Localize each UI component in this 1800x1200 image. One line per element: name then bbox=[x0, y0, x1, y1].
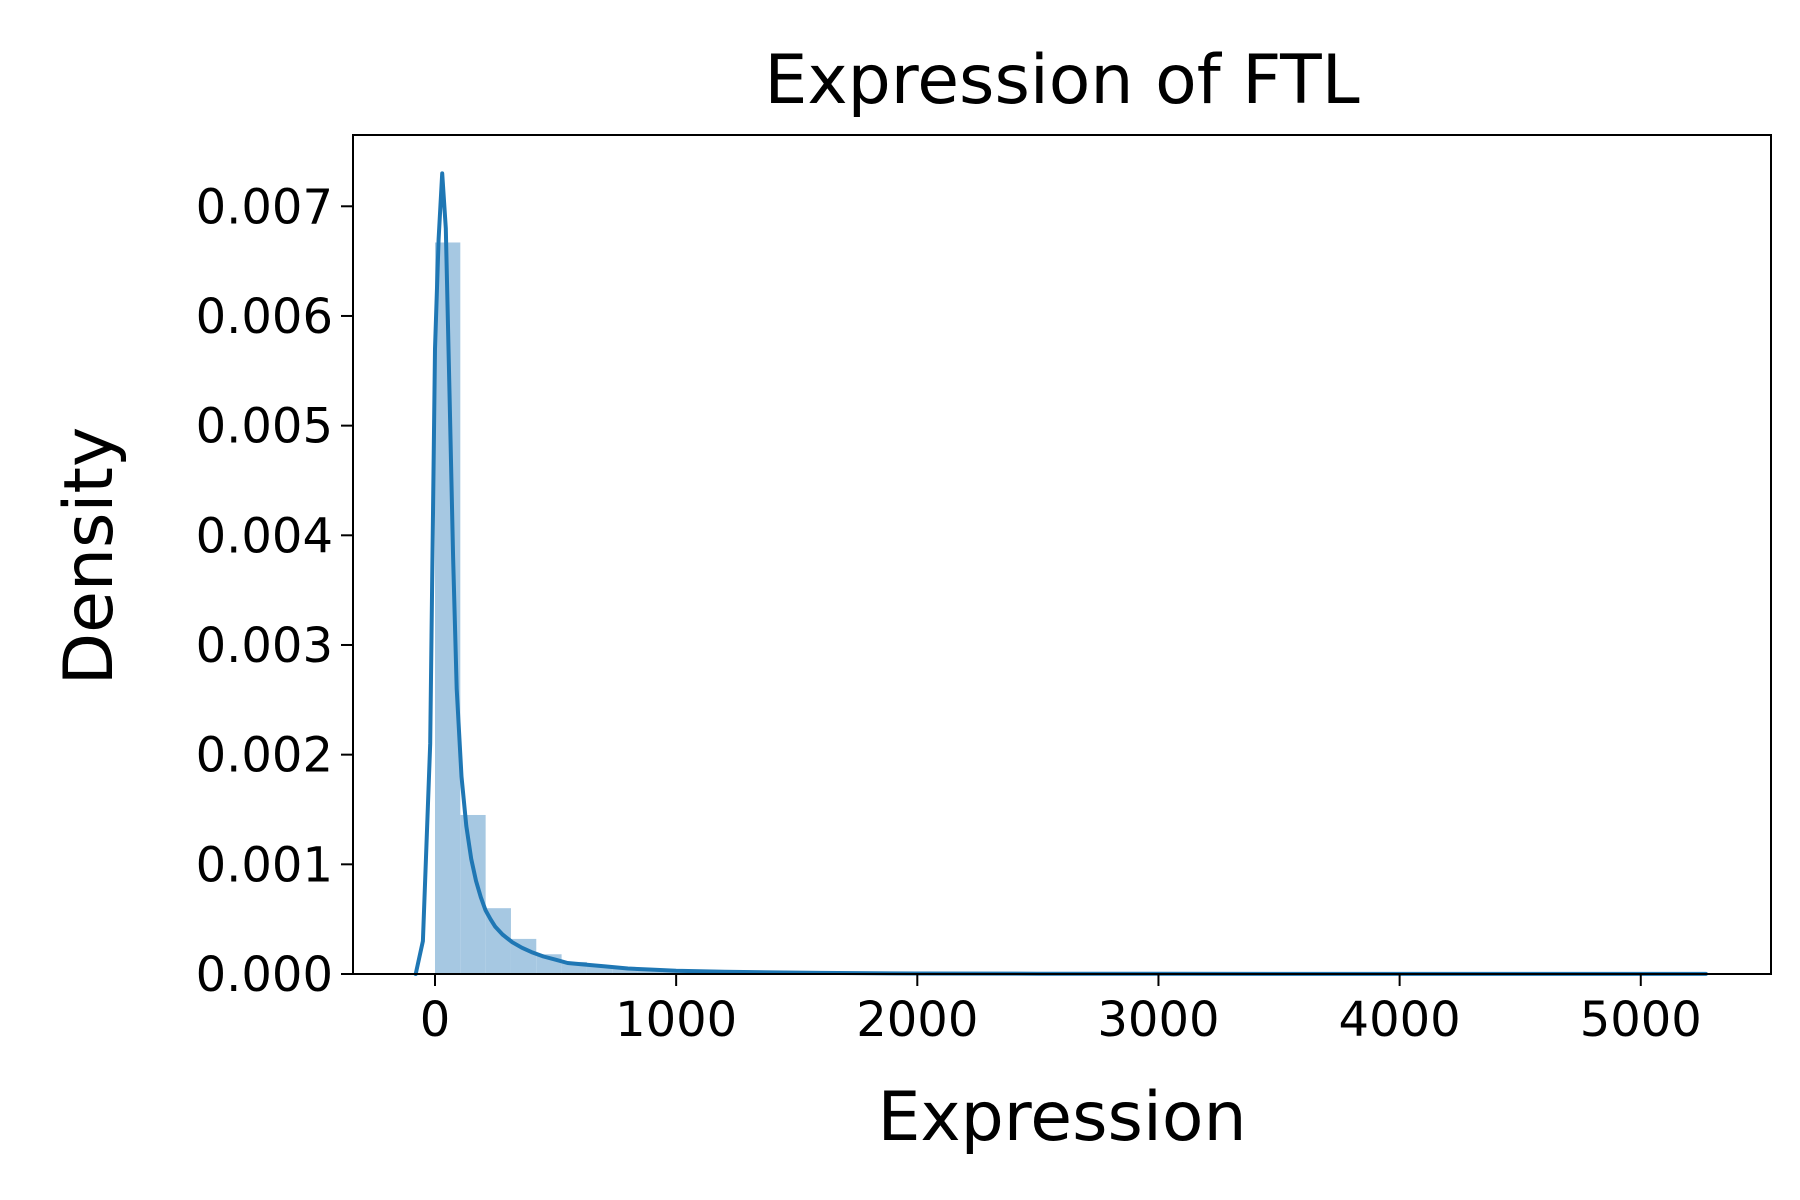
histogram-bar-6 bbox=[586, 966, 613, 974]
x-axis: 0 1000 2000 3000 4000 5000 bbox=[420, 974, 1702, 1048]
x-tick-label: 5000 bbox=[1580, 992, 1702, 1048]
y-tick-label: 0.006 bbox=[196, 289, 333, 345]
y-tick-label: 0.002 bbox=[196, 728, 333, 784]
y-axis: 0.000 0.001 0.002 0.003 0.004 0.005 0.006 0.007 bbox=[196, 179, 353, 1003]
x-tick-label: 1000 bbox=[615, 992, 737, 1048]
x-tick-label: 0 bbox=[420, 992, 451, 1048]
y-tick-label: 0.007 bbox=[196, 179, 333, 235]
plot-frame bbox=[352, 134, 1772, 975]
histogram-bar-7 bbox=[612, 968, 638, 974]
y-tick-label: 0.003 bbox=[196, 618, 333, 674]
y-tick-label: 0.001 bbox=[196, 837, 333, 893]
x-axis-label: Expression bbox=[877, 1078, 1246, 1157]
x-tick-label: 3000 bbox=[1097, 992, 1219, 1048]
x-tick-label: 4000 bbox=[1339, 992, 1461, 1048]
chart-title: Expression of FTL bbox=[764, 41, 1359, 120]
kde-line bbox=[413, 171, 1708, 976]
x-tick-label: 2000 bbox=[856, 992, 978, 1048]
y-tick-label: 0.000 bbox=[196, 947, 333, 1003]
y-axis-label: Density bbox=[50, 427, 129, 686]
kde-layer bbox=[413, 171, 1708, 976]
histogram-bar-8 bbox=[637, 969, 663, 974]
histogram-bars bbox=[434, 242, 815, 974]
y-tick-label: 0.005 bbox=[196, 399, 333, 455]
y-tick-label: 0.004 bbox=[196, 508, 333, 564]
